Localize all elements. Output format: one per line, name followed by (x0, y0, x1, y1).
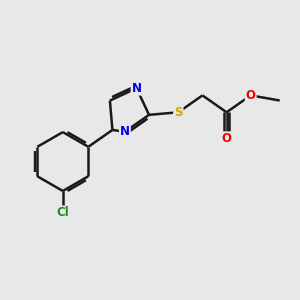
Text: S: S (174, 106, 183, 119)
Text: N: N (132, 82, 142, 95)
Text: O: O (222, 132, 232, 145)
Text: Cl: Cl (56, 206, 69, 219)
Text: N: N (120, 125, 130, 138)
Text: O: O (246, 89, 256, 102)
